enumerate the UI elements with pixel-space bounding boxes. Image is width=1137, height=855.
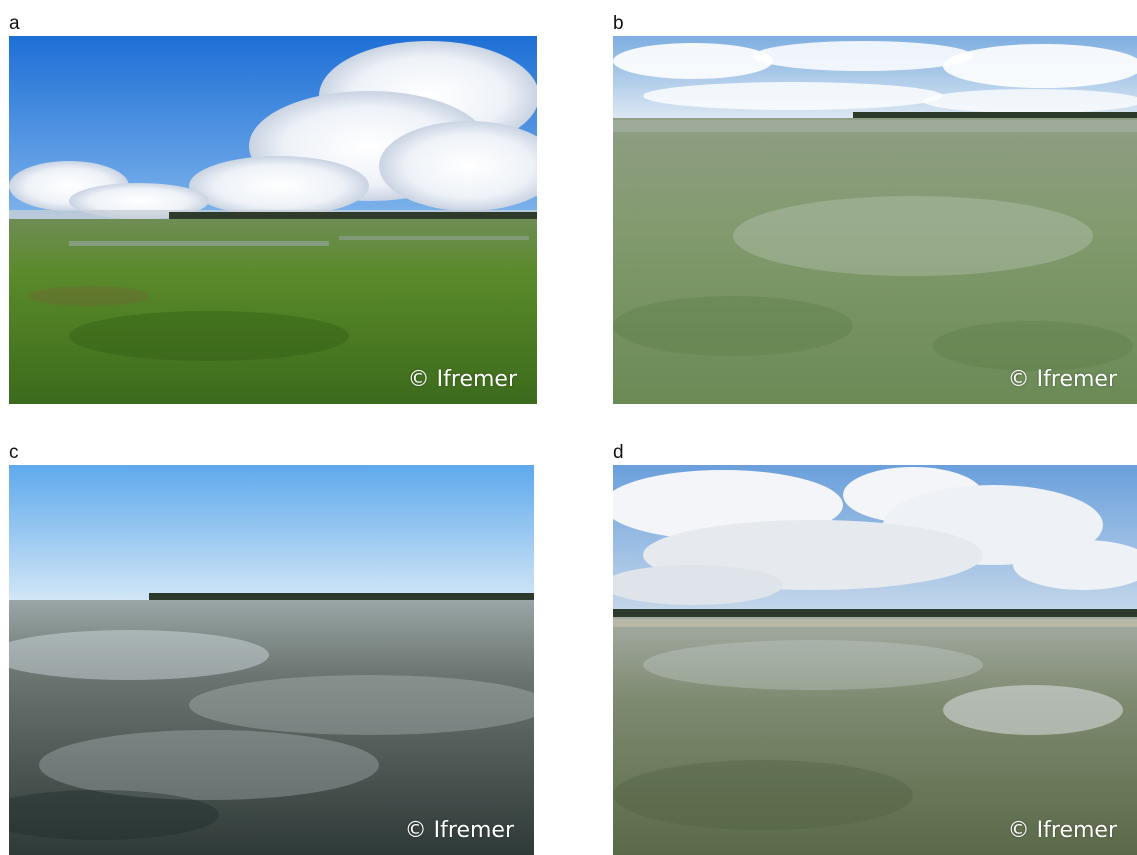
panel-d-credit: © Ifremer [1007,818,1117,843]
panel-c-credit: © Ifremer [404,818,514,843]
panel-b-label: b [613,13,624,34]
panel-c-label: c [9,442,19,463]
panel-b-photo: © Ifremer [613,36,1137,404]
panel-d-photo: © Ifremer [613,465,1137,855]
panel-c-photo: © Ifremer [9,465,534,855]
panel-a-photo: © Ifremer [9,36,537,404]
panel-a-label: a [9,13,20,34]
panel-b-credit: © Ifremer [1007,367,1117,392]
panel-d-label: d [613,442,624,463]
panel-a-credit: © Ifremer [407,367,517,392]
